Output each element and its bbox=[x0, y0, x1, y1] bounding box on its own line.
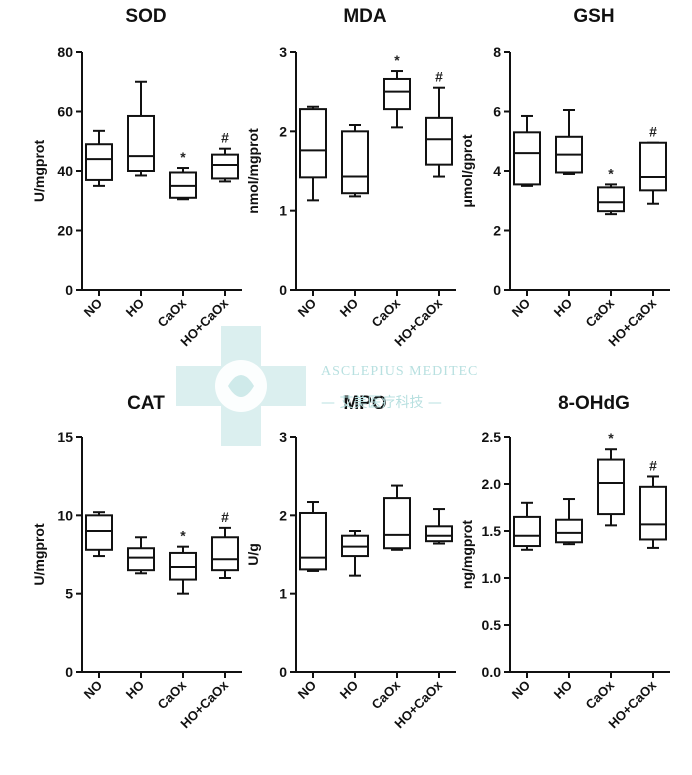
x-tick-label: NO bbox=[81, 678, 105, 702]
x-tick-label: CaOx bbox=[582, 295, 617, 330]
significance-mark: * bbox=[180, 149, 186, 165]
y-tick-label: 0 bbox=[65, 664, 73, 680]
y-tick-label: 5 bbox=[65, 586, 73, 602]
box-iqr bbox=[85, 514, 113, 551]
chart-title: GSH bbox=[573, 6, 614, 27]
box-iqr bbox=[299, 108, 327, 179]
box-iqr bbox=[425, 116, 453, 166]
x-tick-label: CaOx bbox=[368, 677, 403, 712]
box-iqr bbox=[639, 141, 667, 192]
y-tick-label: 2.5 bbox=[482, 429, 502, 445]
y-tick-label: 10 bbox=[57, 507, 73, 523]
chart-title: MPO bbox=[343, 393, 386, 414]
box-iqr bbox=[211, 536, 239, 572]
significance-mark: # bbox=[649, 457, 657, 473]
y-tick-label: 80 bbox=[57, 44, 73, 60]
box-iqr bbox=[341, 130, 369, 195]
y-axis-label: nmol/mgprot bbox=[245, 128, 261, 214]
chart-title: 8-OHdG bbox=[558, 393, 630, 414]
box-iqr bbox=[211, 153, 239, 180]
y-tick-label: 60 bbox=[57, 104, 73, 120]
x-tick-label: CaOx bbox=[368, 295, 403, 330]
x-tick-label: HO bbox=[551, 296, 575, 320]
box-iqr bbox=[555, 518, 583, 544]
box-iqr bbox=[383, 497, 411, 550]
y-tick-label: 0.5 bbox=[482, 617, 502, 633]
box-iqr bbox=[639, 485, 667, 541]
box-iqr bbox=[127, 547, 155, 572]
y-tick-label: 2 bbox=[279, 123, 287, 139]
significance-mark: # bbox=[649, 124, 657, 140]
y-tick-label: 1 bbox=[279, 586, 287, 602]
y-tick-label: 3 bbox=[279, 429, 287, 445]
y-axis-label: U/mgprot bbox=[31, 140, 47, 203]
y-tick-label: 0 bbox=[493, 282, 501, 298]
y-axis-label: ng/mgprot bbox=[459, 520, 475, 590]
x-tick-label: CaOx bbox=[154, 677, 189, 712]
box-iqr bbox=[299, 511, 327, 571]
y-tick-label: 6 bbox=[493, 104, 501, 120]
significance-mark: * bbox=[180, 528, 186, 544]
y-tick-label: 1.5 bbox=[482, 523, 502, 539]
y-tick-label: 4 bbox=[493, 163, 501, 179]
y-tick-label: 1 bbox=[279, 203, 287, 219]
y-tick-label: 0 bbox=[279, 664, 287, 680]
x-tick-label: NO bbox=[509, 678, 533, 702]
x-tick-label: NO bbox=[81, 296, 105, 320]
y-tick-label: 0 bbox=[65, 282, 73, 298]
x-tick-label: CaOx bbox=[154, 295, 189, 330]
y-tick-label: 0.0 bbox=[482, 664, 502, 680]
y-tick-label: 1.0 bbox=[482, 570, 502, 586]
y-tick-label: 20 bbox=[57, 223, 73, 239]
x-tick-label: NO bbox=[295, 296, 319, 320]
significance-mark: * bbox=[608, 430, 614, 446]
x-tick-label: HO bbox=[123, 296, 147, 320]
y-tick-label: 3 bbox=[279, 44, 287, 60]
y-axis-label: U/g bbox=[245, 543, 261, 566]
chart-title: MDA bbox=[343, 6, 387, 27]
x-tick-label: HO bbox=[551, 678, 575, 702]
box-iqr bbox=[597, 186, 625, 213]
significance-mark: * bbox=[608, 165, 614, 181]
box-iqr bbox=[597, 458, 625, 516]
x-tick-label: NO bbox=[295, 678, 319, 702]
box-iqr bbox=[127, 114, 155, 172]
chart-title: CAT bbox=[127, 393, 165, 414]
box-iqr bbox=[425, 525, 453, 543]
x-tick-label: HO bbox=[123, 678, 147, 702]
y-tick-label: 2.0 bbox=[482, 476, 502, 492]
significance-mark: # bbox=[221, 509, 229, 525]
x-tick-label: HO bbox=[337, 678, 361, 702]
y-tick-label: 8 bbox=[493, 44, 501, 60]
y-tick-label: 40 bbox=[57, 163, 73, 179]
box-iqr bbox=[85, 143, 113, 181]
x-tick-label: NO bbox=[509, 296, 533, 320]
box-iqr bbox=[513, 131, 541, 186]
significance-mark: # bbox=[435, 69, 443, 85]
box-iqr bbox=[383, 77, 411, 111]
y-axis-label: μmol/gprot bbox=[459, 134, 475, 207]
y-tick-label: 15 bbox=[57, 429, 73, 445]
y-axis-label: U/mgprot bbox=[31, 523, 47, 586]
box-iqr bbox=[513, 515, 541, 548]
y-tick-label: 0 bbox=[279, 282, 287, 298]
y-tick-label: 2 bbox=[493, 223, 501, 239]
x-tick-label: HO bbox=[337, 296, 361, 320]
chart-title: SOD bbox=[125, 6, 166, 27]
significance-mark: * bbox=[394, 52, 400, 68]
x-tick-label: CaOx bbox=[582, 677, 617, 712]
significance-mark: # bbox=[221, 130, 229, 146]
y-tick-label: 2 bbox=[279, 507, 287, 523]
